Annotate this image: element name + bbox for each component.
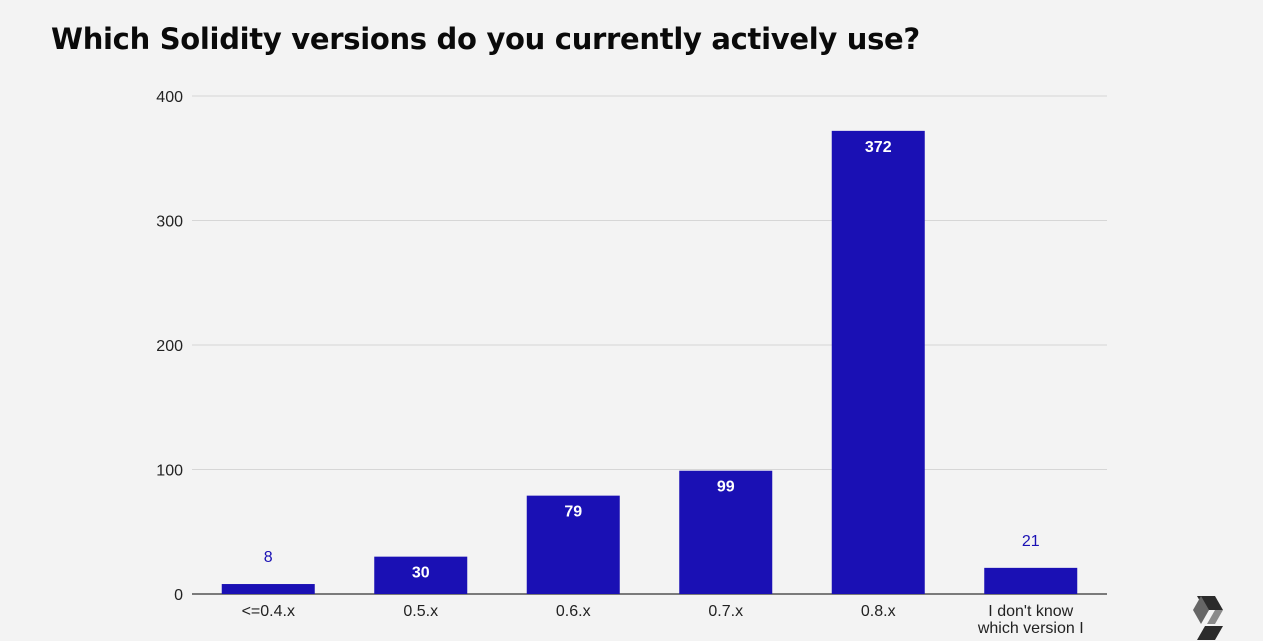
data-label: 99	[717, 479, 735, 496]
y-axis-ticks: 0 100 200 300 400	[156, 89, 183, 604]
chart-title: Which Solidity versions do you currently…	[51, 22, 920, 56]
bar	[526, 495, 620, 594]
y-tick-label: 400	[156, 89, 183, 106]
data-label: 30	[412, 565, 430, 582]
data-label: 372	[865, 139, 892, 156]
x-tick-label: 0.8.x	[861, 603, 896, 620]
y-tick-label: 100	[156, 463, 183, 480]
x-tick-label: 0.5.x	[403, 603, 438, 620]
solidity-logo-icon	[1193, 596, 1223, 640]
x-tick-label: I don't know	[988, 603, 1073, 620]
bars	[221, 130, 1078, 595]
x-tick-label: 0.6.x	[556, 603, 591, 620]
gridlines	[192, 95, 1107, 595]
bar	[984, 567, 1078, 594]
x-tick-label: <=0.4.x	[242, 603, 295, 620]
y-tick-label: 0	[174, 587, 183, 604]
bar	[679, 470, 773, 594]
bar	[831, 130, 925, 595]
x-tick-label: use	[1018, 637, 1044, 641]
data-label: 8	[264, 549, 273, 566]
data-label: 21	[1022, 533, 1040, 550]
data-labels: 8 30 79 99 372 21	[264, 139, 1040, 582]
y-tick-label: 200	[156, 338, 183, 355]
bar	[374, 556, 468, 594]
bar	[221, 584, 315, 594]
x-tick-label: 0.7.x	[708, 603, 743, 620]
data-label: 79	[564, 504, 582, 521]
y-tick-label: 300	[156, 214, 183, 231]
x-axis-ticks: <=0.4.x 0.5.x 0.6.x 0.7.x 0.8.x I don't knoww…	[242, 603, 1084, 641]
x-tick-label: which version I	[977, 620, 1084, 637]
